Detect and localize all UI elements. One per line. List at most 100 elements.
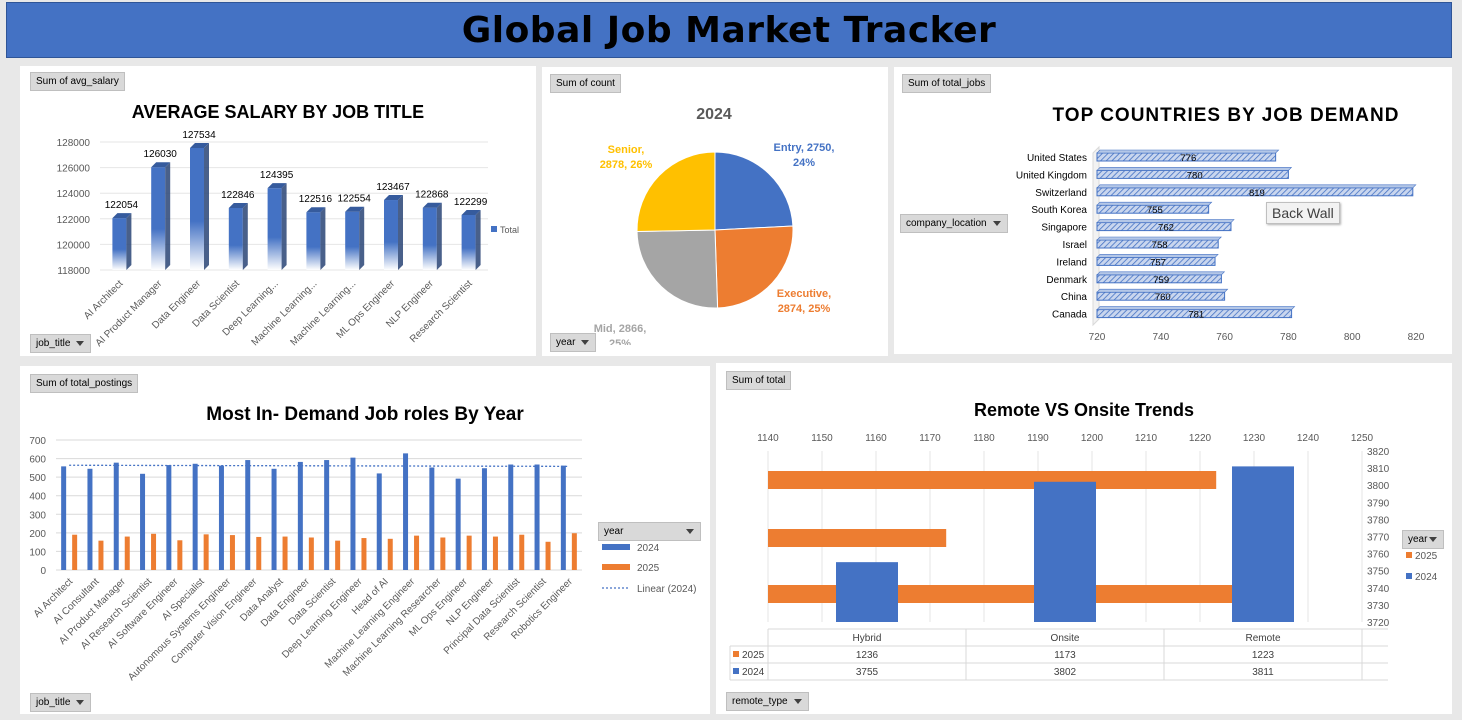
salary-data-label: 122846 bbox=[221, 190, 255, 201]
roles-bar-2025 bbox=[308, 537, 314, 570]
salary-value-field-button[interactable]: Sum of avg_salary bbox=[30, 72, 125, 91]
remote-top-tick: 1180 bbox=[973, 433, 995, 444]
countries-bar-top bbox=[1096, 184, 1417, 189]
remote-top-tick: 1190 bbox=[1027, 433, 1049, 444]
countries-y-tick: United Kingdom bbox=[1016, 170, 1087, 181]
roles-legend-swatch bbox=[602, 544, 630, 550]
salary-bar bbox=[151, 167, 166, 270]
remote-right-tick: 3820 bbox=[1367, 447, 1390, 458]
salary-bar bbox=[228, 207, 243, 270]
remote-right-tick: 3730 bbox=[1367, 601, 1390, 612]
salary-bar-top bbox=[228, 202, 248, 208]
salary-bar-side bbox=[165, 162, 171, 270]
pie-value-field-button[interactable]: Sum of count bbox=[550, 74, 621, 93]
roles-y-tick: 300 bbox=[29, 510, 46, 521]
salary-bar-top bbox=[384, 195, 403, 201]
salary-data-label: 122868 bbox=[415, 190, 449, 201]
remote-value-field-button[interactable]: Sum of total bbox=[726, 371, 792, 390]
countries-bar-top bbox=[1096, 236, 1222, 241]
remote-legend-swatch bbox=[1406, 573, 1412, 579]
roles-bar-2024 bbox=[245, 460, 251, 570]
remote-table-cell: 1223 bbox=[1252, 650, 1275, 661]
roles-bar-2024 bbox=[455, 478, 461, 570]
roles-panel: Sum of total_postings Most In- Demand Jo… bbox=[20, 366, 710, 714]
remote-right-tick: 3810 bbox=[1367, 464, 1390, 475]
roles-bar-2024 bbox=[560, 465, 566, 570]
salary-data-label: 123467 bbox=[376, 182, 410, 193]
remote-right-tick: 3770 bbox=[1367, 533, 1390, 544]
roles-bar-2024 bbox=[350, 457, 356, 570]
salary-bar bbox=[345, 211, 360, 270]
countries-bar-top bbox=[1096, 288, 1229, 293]
roles-legend-label: Linear (2024) bbox=[637, 584, 696, 595]
salary-y-tick: 124000 bbox=[57, 189, 91, 200]
roles-value-field-button[interactable]: Sum of total_postings bbox=[30, 374, 139, 393]
remote-table-cell: 3755 bbox=[856, 667, 879, 678]
roles-y-tick: 500 bbox=[29, 473, 46, 484]
seniority-pie-chart: 2024 Entry, 2750, 24% Executive, 2874, 25% Mi… bbox=[594, 106, 835, 345]
roles-chart: Most In- Demand Job roles By Year 0 100 200… bbox=[29, 404, 696, 683]
roles-bar-2024 bbox=[61, 466, 67, 570]
salary-bar-top bbox=[267, 183, 287, 189]
remote-table-header: Hybrid bbox=[853, 633, 882, 644]
countries-y-tick: Denmark bbox=[1046, 275, 1088, 286]
roles-bar-2024 bbox=[324, 460, 330, 570]
roles-axis-field-button[interactable]: job_title bbox=[30, 693, 92, 712]
remote-table-swatch bbox=[733, 651, 739, 657]
roles-bar-2024 bbox=[166, 465, 172, 570]
remote-chart: Remote VS Onsite Trends 1140 1150 1160 1170 1… bbox=[729, 400, 1438, 681]
roles-bar-2024 bbox=[376, 473, 382, 570]
countries-y-tick: Ireland bbox=[1056, 257, 1087, 268]
roles-legend-field-button[interactable]: year bbox=[598, 522, 701, 541]
remote-axis-field-button[interactable]: remote_type bbox=[726, 692, 809, 711]
roles-bar-2024 bbox=[429, 467, 435, 570]
salary-y-tick: 126000 bbox=[57, 164, 91, 175]
pie-slice-label: Mid, 2866, bbox=[594, 323, 647, 335]
salary-bar-top bbox=[461, 209, 481, 215]
remote-top-tick: 1160 bbox=[865, 433, 887, 444]
salary-y-tick: 120000 bbox=[57, 240, 91, 251]
salary-x-tick: AI Product Manager bbox=[94, 278, 165, 349]
roles-bar-2025 bbox=[124, 536, 130, 570]
roles-bar-2025 bbox=[545, 541, 551, 570]
countries-data-label: 776 bbox=[1180, 153, 1196, 164]
countries-bar-top bbox=[1096, 219, 1235, 223]
salary-bar-top bbox=[151, 162, 171, 168]
salary-data-label: 124395 bbox=[260, 170, 294, 181]
remote-legend-field-button[interactable]: year bbox=[1402, 530, 1445, 549]
salary-bar-top bbox=[112, 213, 132, 219]
roles-y-tick: 400 bbox=[29, 492, 46, 503]
remote-table-cell: 3811 bbox=[1252, 667, 1274, 678]
roles-bar-2024 bbox=[297, 461, 303, 570]
roles-y-tick: 200 bbox=[29, 529, 46, 540]
remote-legend-label: 2025 bbox=[1415, 551, 1438, 562]
salary-bar-top bbox=[306, 207, 326, 213]
countries-data-label: 757 bbox=[1150, 257, 1166, 268]
roles-bar-2025 bbox=[229, 535, 235, 570]
remote-right-tick: 3720 bbox=[1367, 618, 1390, 629]
roles-y-tick: 700 bbox=[29, 436, 46, 447]
salary-data-label: 122054 bbox=[105, 200, 139, 211]
roles-bar-2024 bbox=[218, 465, 224, 570]
countries-bar-top bbox=[1096, 271, 1226, 276]
salary-data-label: 126030 bbox=[144, 149, 178, 160]
countries-axis-field-button[interactable]: company_location bbox=[900, 214, 1008, 233]
dashboard-banner: Global Job Market Tracker bbox=[6, 2, 1452, 58]
pie-slice-label: Senior, bbox=[608, 144, 645, 156]
remote-chart-title: Remote VS Onsite Trends bbox=[974, 400, 1194, 420]
pie-slice bbox=[714, 151, 794, 231]
countries-x-tick: 820 bbox=[1408, 332, 1425, 343]
salary-axis-field-button[interactable]: job_title bbox=[30, 334, 92, 353]
remote-table-cell: 1173 bbox=[1054, 650, 1076, 661]
roles-bar-2024 bbox=[481, 468, 487, 570]
pie-slice bbox=[636, 229, 719, 309]
roles-bar-2025 bbox=[440, 537, 446, 570]
countries-data-label: 762 bbox=[1158, 223, 1174, 234]
roles-bar-2024 bbox=[534, 464, 540, 570]
roles-bar-2024 bbox=[508, 464, 514, 570]
pie-chart-title: 2024 bbox=[696, 106, 732, 123]
salary-bar bbox=[461, 214, 476, 270]
pie-axis-field-button[interactable]: year bbox=[550, 333, 597, 352]
pie-slice bbox=[636, 151, 716, 233]
countries-value-field-button[interactable]: Sum of total_jobs bbox=[902, 74, 992, 93]
